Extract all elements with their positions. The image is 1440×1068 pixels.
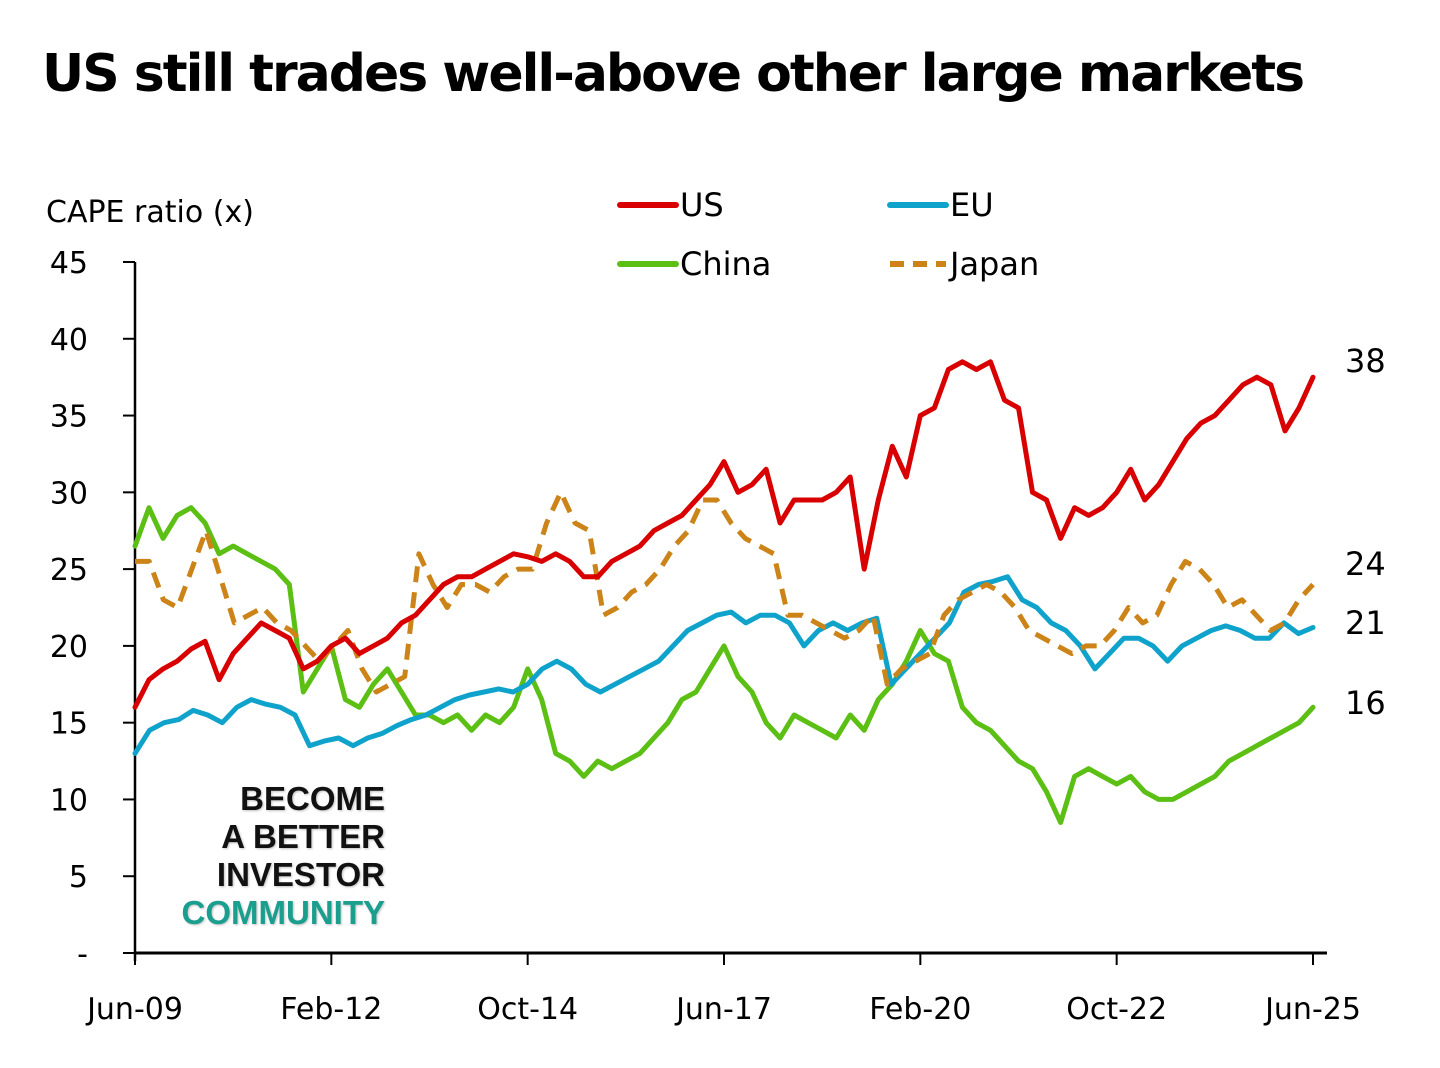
end-label-japan: 24: [1345, 545, 1386, 583]
y-tick-label: 25: [50, 553, 88, 588]
end-label-eu: 21: [1345, 604, 1386, 642]
watermark-line1: BECOME: [240, 780, 385, 817]
series-lines: [132, 359, 1316, 825]
end-label-us: 38: [1345, 342, 1386, 380]
series-line-us: [132, 359, 1316, 710]
y-tick-label: 20: [50, 630, 88, 665]
legend: US EU China Japan: [617, 186, 1039, 283]
legend-label-us: US: [680, 186, 724, 224]
y-tick-label: 40: [50, 323, 88, 358]
x-tick-label: Jun-09: [85, 992, 183, 1027]
x-tick-label: Jun-17: [674, 992, 772, 1027]
end-labels: 38 21 16 24: [1345, 342, 1386, 722]
y-tick-label: 45: [50, 246, 88, 281]
x-tick-label: Feb-20: [869, 992, 971, 1027]
watermark-line2: A BETTER: [221, 818, 385, 855]
x-tick-label: Feb-12: [280, 992, 382, 1027]
y-tick-label: 15: [50, 707, 88, 742]
x-tick-label: Jun-25: [1263, 992, 1361, 1027]
y-tick-label: 30: [50, 476, 88, 511]
end-label-china: 16: [1345, 684, 1386, 722]
y-tick-label: -: [77, 937, 88, 972]
watermark-line3: INVESTOR: [216, 856, 385, 893]
legend-label-china: China: [680, 245, 771, 283]
watermark-logo: BECOME A BETTER INVESTOR COMMUNITY: [140, 780, 385, 932]
legend-label-japan: Japan: [948, 245, 1039, 283]
series-line-eu: [132, 574, 1316, 756]
y-tick-label: 35: [50, 400, 88, 435]
x-tick-label: Oct-14: [477, 992, 578, 1027]
y-tick-label: 5: [69, 860, 88, 895]
y-axis-title: CAPE ratio (x): [46, 195, 254, 230]
x-tick-label: Oct-22: [1066, 992, 1167, 1027]
y-tick-label: 10: [50, 783, 88, 818]
chart-title: US still trades well-above other large m…: [42, 44, 1305, 104]
legend-label-eu: EU: [950, 186, 994, 224]
watermark-line4: COMMUNITY: [181, 894, 385, 931]
axes: - 5 10 15 20 25 30 35 40 45 Jun-09 Feb-12 Oct-14 Jun-…: [50, 246, 1361, 1027]
